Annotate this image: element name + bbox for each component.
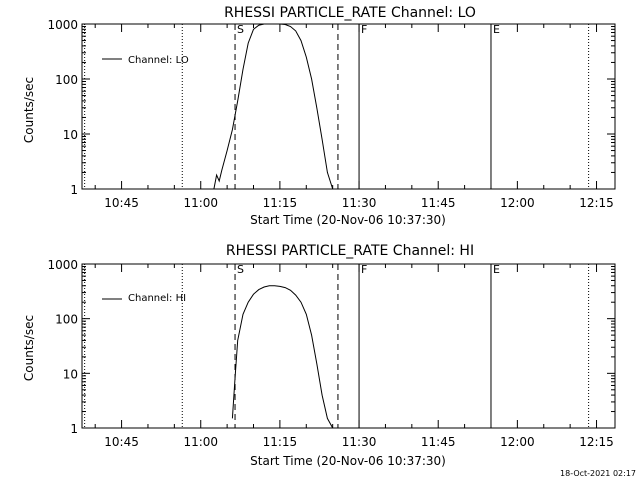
x-tick-label: 10:45 (104, 435, 139, 449)
x-tick-label: 12:15 (579, 196, 614, 210)
x-tick-label: 11:45 (421, 435, 456, 449)
y-axis-label-hi: Counts/sec (22, 315, 36, 381)
event-marker-label: F (361, 23, 367, 36)
footer-timestamp: 18-Oct-2021 02:17 (560, 469, 636, 478)
series-line-0 (213, 23, 334, 190)
event-marker-label: E (493, 23, 500, 36)
series-line-0 (231, 285, 334, 429)
legend-label-lo: Channel: LO (128, 55, 189, 66)
x-tick-label: 11:00 (183, 435, 218, 449)
y-tick-label: 10 (63, 128, 78, 142)
panel-hi: RHESSI PARTICLE_RATE Channel: HI Counts/… (22, 243, 616, 468)
y-tick-label: 1000 (47, 18, 78, 32)
x-tick-label: 11:00 (183, 196, 218, 210)
y-axis-label-lo: Counts/sec (22, 77, 36, 143)
x-tick-label: 11:30 (342, 435, 377, 449)
x-tick-label: 11:15 (263, 196, 298, 210)
y-tick-label: 1 (70, 422, 78, 436)
chart-title-lo: RHESSI PARTICLE_RATE Channel: LO (224, 5, 476, 21)
y-tick-label: 100 (55, 73, 78, 87)
x-tick-label: 11:15 (263, 435, 298, 449)
x-tick-label: 11:45 (421, 196, 456, 210)
x-axis-label-lo: Start Time (20-Nov-06 10:37:30) (250, 213, 446, 227)
x-tick-label: 12:00 (500, 196, 535, 210)
x-axis-label-hi: Start Time (20-Nov-06 10:37:30) (250, 454, 446, 468)
plot-frame (81, 263, 616, 429)
x-tick-label: 11:30 (342, 196, 377, 210)
y-tick-label: 1000 (47, 258, 78, 272)
event-marker-label: S (237, 263, 244, 276)
x-tick-label: 12:15 (579, 435, 614, 449)
event-marker-label: F (361, 263, 367, 276)
y-tick-label: 1 (70, 183, 78, 197)
event-marker-label: S (237, 23, 244, 36)
legend-label-hi: Channel: HI (128, 293, 186, 304)
panel-lo: RHESSI PARTICLE_RATE Channel: LO Counts/… (22, 5, 616, 227)
plot-frame (81, 23, 616, 190)
y-tick-label: 10 (63, 367, 78, 381)
x-tick-label: 10:45 (104, 196, 139, 210)
event-marker-label: E (493, 263, 500, 276)
chart-title-hi: RHESSI PARTICLE_RATE Channel: HI (226, 243, 474, 259)
x-tick-label: 12:00 (500, 435, 535, 449)
y-tick-label: 100 (55, 313, 78, 327)
